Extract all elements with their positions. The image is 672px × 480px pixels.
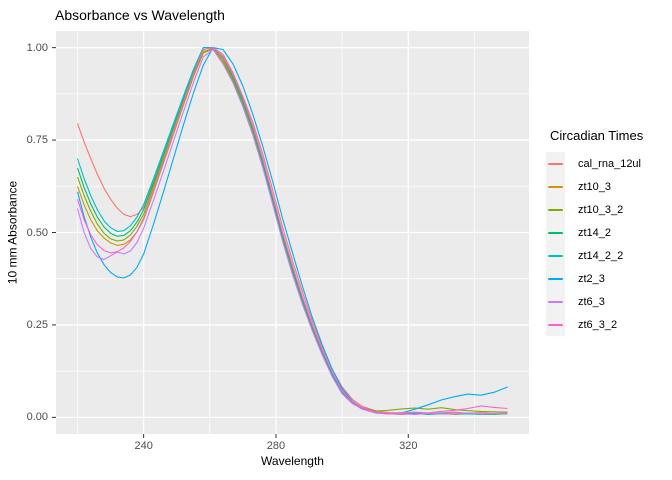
legend-item-label: zt10_3 [578, 180, 612, 193]
legend-item-label: zt14_2_2 [578, 249, 624, 262]
legend-items: cal_rna_12ul zt10_3 zt10_3_2 zt14_2 zt14_2_2… [546, 152, 670, 336]
legend-key-swatch [546, 175, 565, 198]
legend-key-line-icon [548, 162, 563, 165]
y-tick-label: 0.00 [26, 411, 48, 424]
y-tick-label: 0.75 [26, 134, 48, 147]
legend-key-line-icon [548, 300, 563, 303]
legend-key-swatch [546, 244, 565, 267]
legend-key-line-icon [548, 254, 563, 257]
legend-key-swatch [546, 221, 565, 244]
legend-item-zt6_3_2: zt6_3_2 [546, 313, 670, 336]
y-tick-label: 0.50 [26, 226, 48, 239]
legend-title: Circadian Times [550, 128, 644, 143]
legend-item-zt14_2_2: zt14_2_2 [546, 244, 670, 267]
legend-key-swatch [546, 198, 565, 221]
legend-item-label: cal_rna_12ul [578, 157, 641, 170]
legend-item-label: zt6_3 [578, 295, 605, 308]
x-tick-label: 240 [134, 440, 153, 452]
x-tick-label: 280 [266, 440, 286, 452]
legend-item-zt14_2: zt14_2 [546, 221, 670, 244]
x-tick-label: 320 [399, 440, 418, 452]
y-tick-label: 1.00 [26, 41, 48, 54]
legend-item-zt10_3: zt10_3 [546, 175, 670, 198]
x-axis-title: Wavelength [261, 454, 324, 468]
legend-item-label: zt14_2 [578, 226, 612, 239]
legend-key-line-icon [548, 185, 563, 188]
legend: Circadian Times cal_rna_12ul zt10_3 zt10_3… [546, 128, 670, 336]
legend-key-swatch [546, 313, 565, 336]
legend-item-label: zt6_3_2 [578, 318, 618, 331]
legend-key-swatch [546, 152, 565, 175]
series-line-zt2_3 [76, 47, 508, 415]
legend-item-label: zt10_3_2 [578, 203, 624, 216]
legend-item-zt10_3_2: zt10_3_2 [546, 198, 670, 221]
legend-item-label: zt2_3 [578, 272, 605, 285]
legend-key-line-icon [548, 277, 563, 280]
legend-key-swatch [546, 267, 565, 290]
y-tick-label: 0.25 [26, 318, 48, 331]
legend-item-cal_rna_12ul: cal_rna_12ul [546, 152, 670, 175]
series-line-zt6_3_2 [76, 47, 508, 414]
legend-key-swatch [546, 290, 565, 313]
legend-item-zt6_3: zt6_3 [546, 290, 670, 313]
series-line-zt6_3 [76, 48, 508, 415]
y-axis-title: 10 mm Absorbance [5, 180, 20, 285]
legend-item-zt2_3: zt2_3 [546, 267, 670, 290]
legend-key-line-icon [548, 208, 563, 211]
legend-key-line-icon [548, 231, 563, 234]
legend-key-line-icon [548, 323, 563, 326]
plot-title: Absorbance vs Wavelength [55, 7, 225, 23]
